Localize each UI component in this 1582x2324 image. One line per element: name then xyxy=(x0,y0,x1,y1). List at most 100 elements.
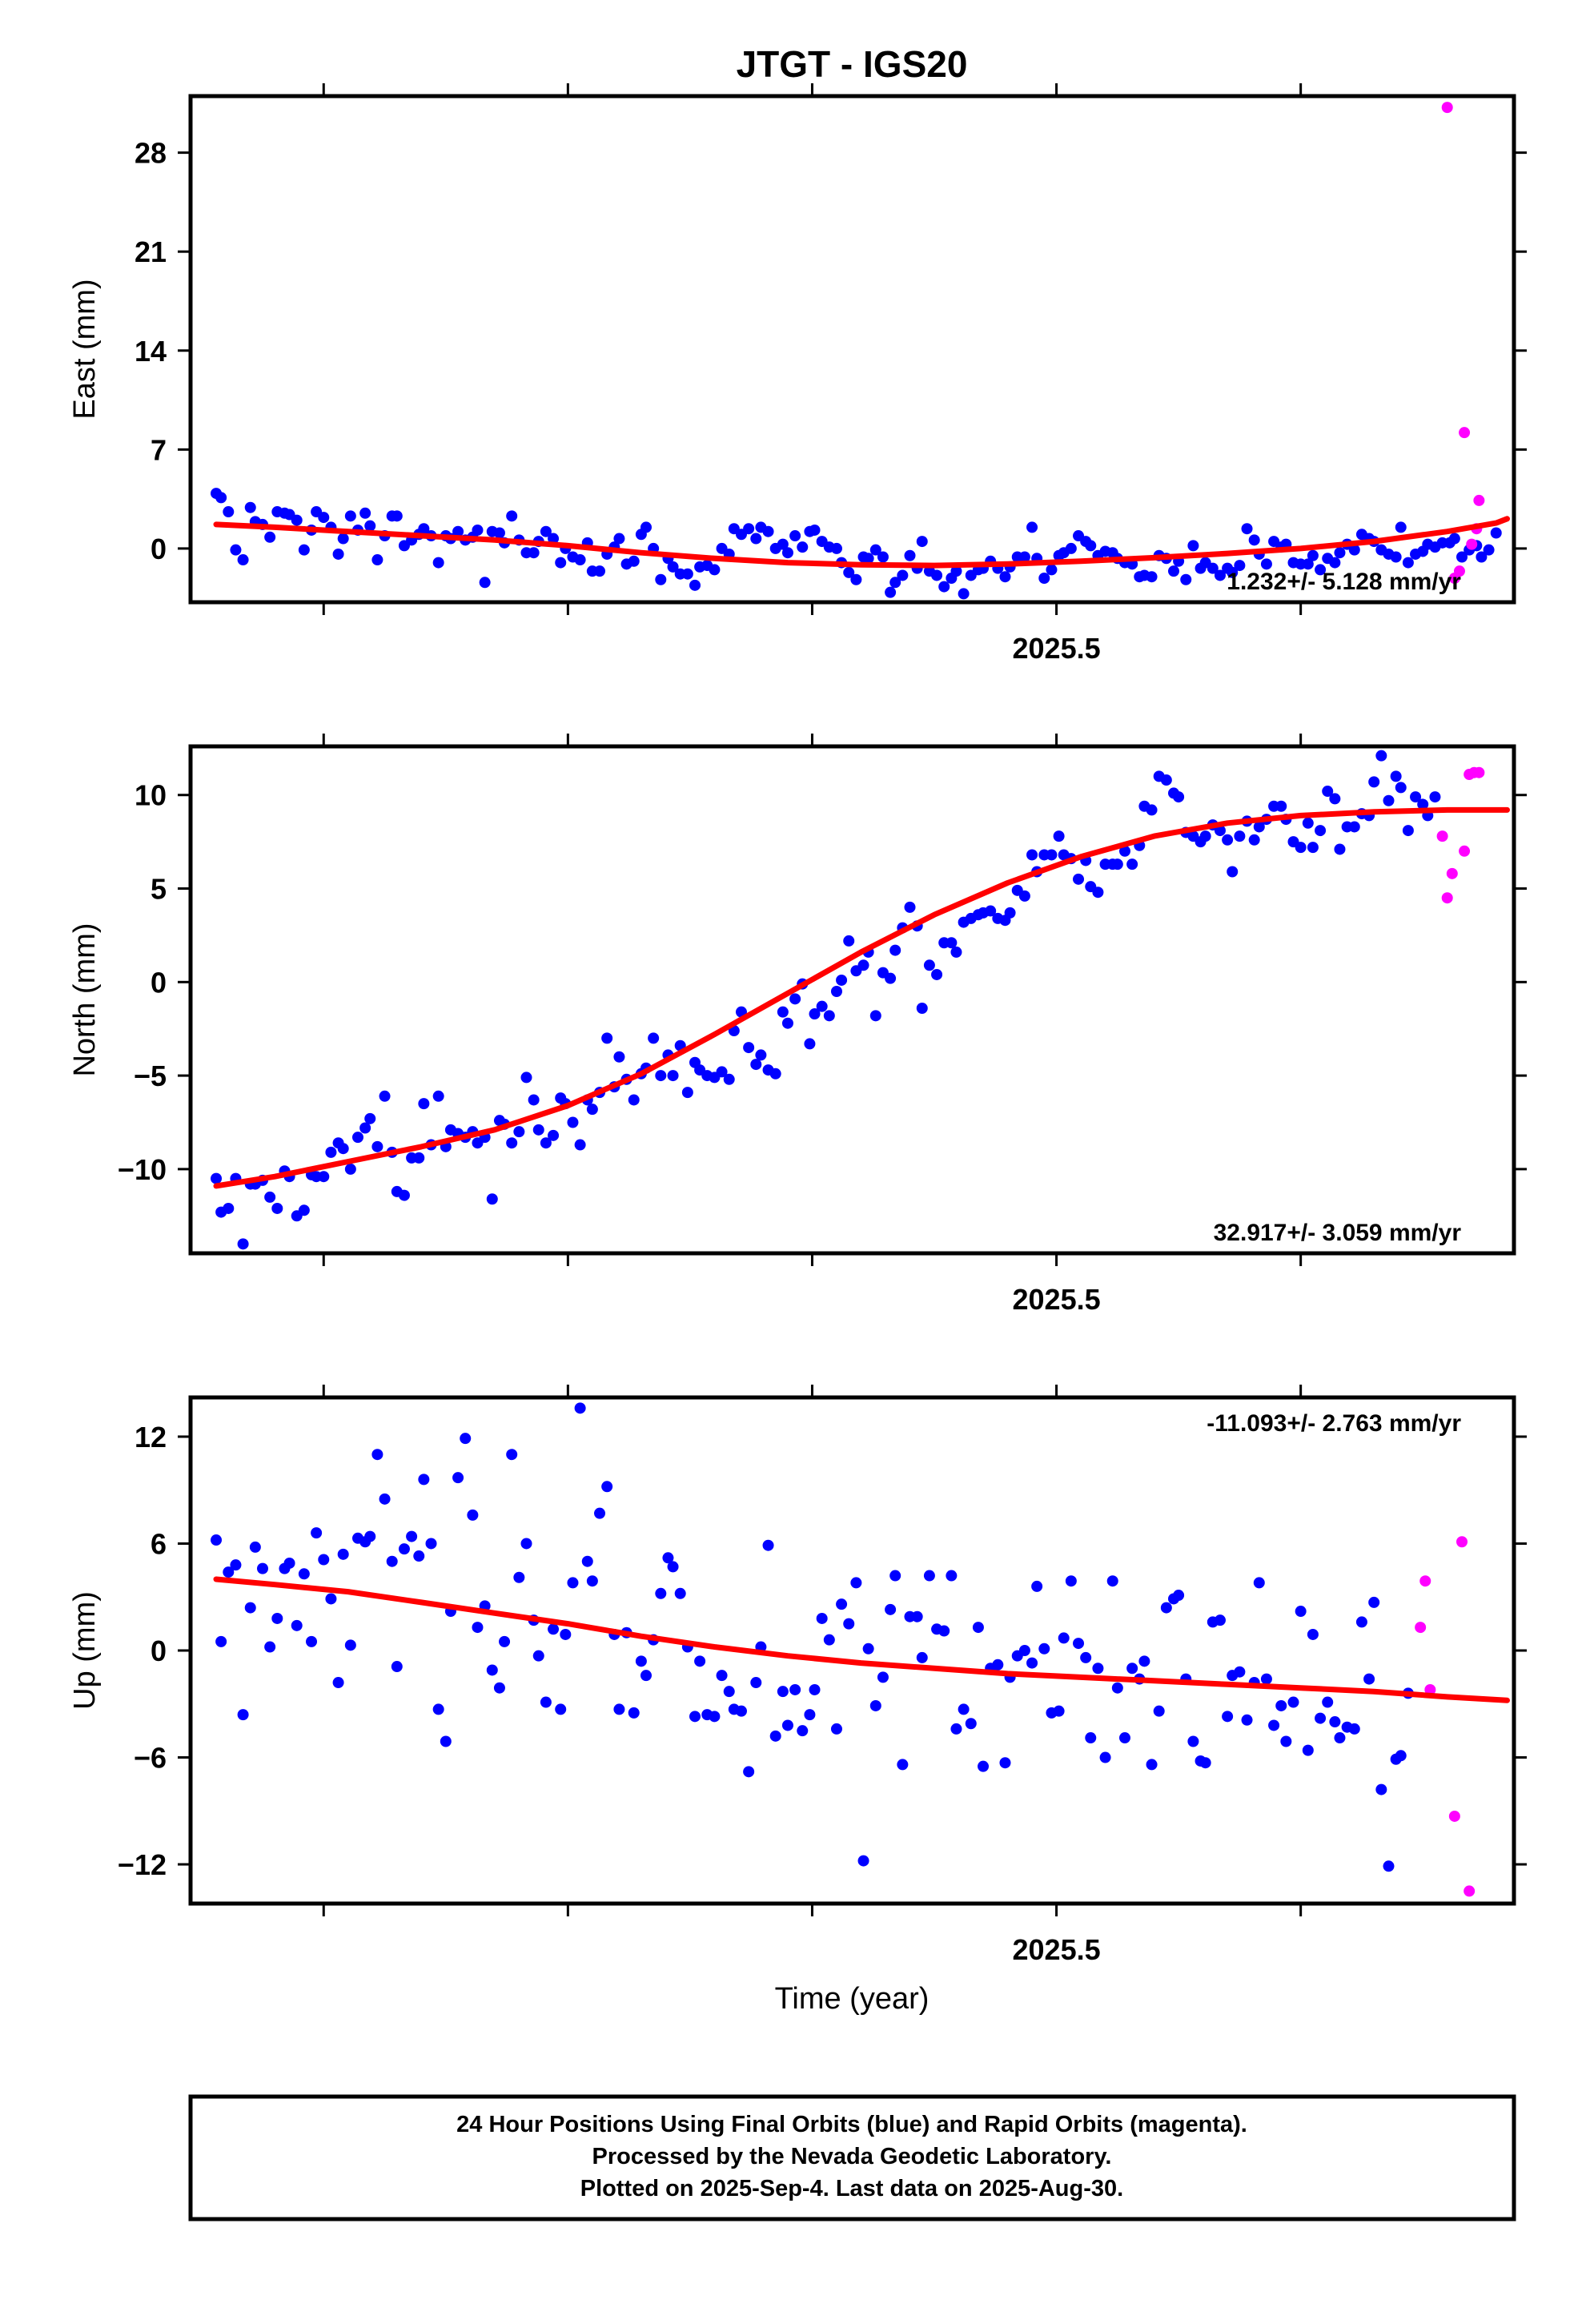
up-final-point xyxy=(1126,1663,1138,1675)
north-final-point xyxy=(1222,834,1234,846)
east-final-point xyxy=(1260,558,1272,570)
east-final-point xyxy=(850,573,862,585)
north-final-point xyxy=(750,1059,762,1071)
up-final-point xyxy=(398,1543,410,1555)
north-final-point xyxy=(1348,821,1360,833)
up-final-point xyxy=(1315,1712,1327,1724)
east-final-point xyxy=(1085,540,1097,552)
east-rapid-point xyxy=(1473,494,1485,506)
north-final-point xyxy=(1253,821,1265,833)
up-model-curve xyxy=(213,1576,1510,1703)
north-final-point xyxy=(869,1010,881,1022)
east-final-point xyxy=(743,523,755,535)
up-final-point xyxy=(804,1709,816,1721)
up-final-point xyxy=(613,1703,625,1715)
north-rate-label: 32.917+/- 3.059 mm/yr xyxy=(1214,1220,1462,1246)
north-final-point xyxy=(816,1000,828,1012)
north-final-point xyxy=(681,1087,693,1099)
east-panel: 0 7 14 21 28 2025.5 East (mm) 1.232+/- 5.128 mm… xyxy=(68,83,1527,665)
north-final-point xyxy=(1111,858,1123,870)
up-final-point xyxy=(499,1635,511,1647)
up-final-point xyxy=(581,1555,593,1567)
north-final-point xyxy=(506,1137,518,1149)
up-final-point xyxy=(1260,1673,1272,1685)
east-final-point xyxy=(1329,557,1341,569)
up-final-point xyxy=(781,1719,793,1731)
east-final-point xyxy=(1402,557,1414,569)
up-final-point xyxy=(311,1527,323,1539)
up-final-point xyxy=(769,1730,781,1742)
north-final-point xyxy=(667,1070,679,1082)
up-final-point xyxy=(1026,1657,1038,1669)
north-final-point xyxy=(237,1238,249,1250)
up-final-point xyxy=(823,1634,835,1646)
east-final-point xyxy=(1483,544,1495,556)
up-final-point xyxy=(594,1507,606,1519)
up-final-point xyxy=(1053,1705,1065,1717)
up-frame xyxy=(188,1395,1516,1906)
north-final-point xyxy=(1275,800,1287,812)
north-final-point xyxy=(1410,791,1422,803)
north-panel: −10 −5 0 5 10 2025.5 North (mm) 32.917+/- 3.059… xyxy=(68,734,1527,1316)
up-final-point xyxy=(950,1723,962,1735)
east-final-point xyxy=(298,544,310,556)
north-final-point xyxy=(1026,849,1038,861)
east-final-point xyxy=(681,568,693,580)
chart-title: JTGT - IGS20 xyxy=(737,43,968,85)
up-final-point xyxy=(667,1561,679,1573)
east-final-point xyxy=(789,530,801,542)
east-final-point xyxy=(1395,521,1407,533)
north-final-point xyxy=(755,1049,767,1061)
east-final-point xyxy=(1180,573,1192,585)
up-final-point xyxy=(1118,1732,1130,1744)
up-final-point xyxy=(862,1642,874,1655)
up-rapid-point xyxy=(1419,1575,1431,1587)
north-final-point xyxy=(1329,793,1341,805)
north-final-point xyxy=(1214,825,1226,837)
east-final-point xyxy=(628,555,640,567)
north-final-point xyxy=(1118,845,1130,857)
up-final-point xyxy=(797,1725,809,1737)
east-final-point xyxy=(432,557,444,569)
up-final-point xyxy=(916,1651,928,1663)
up-final-point xyxy=(1368,1596,1380,1608)
east-final-point xyxy=(594,565,606,577)
up-rapid-point xyxy=(1456,1536,1468,1548)
up-final-point xyxy=(1099,1751,1111,1763)
up-rate-label: -11.093+/- 2.763 mm/yr xyxy=(1207,1410,1461,1437)
up-final-point xyxy=(555,1703,567,1715)
north-final-point xyxy=(1334,843,1346,855)
east-final-point xyxy=(689,579,701,591)
east-final-point xyxy=(1490,527,1502,539)
up-final-point xyxy=(735,1705,747,1717)
north-frame xyxy=(188,744,1516,1256)
east-final-point xyxy=(904,549,916,561)
east-final-point xyxy=(555,557,567,569)
up-final-point xyxy=(1234,1666,1246,1678)
east-final-point xyxy=(364,520,376,532)
up-final-point xyxy=(379,1493,391,1505)
up-final-point xyxy=(506,1449,518,1461)
north-final-point xyxy=(836,974,848,986)
up-final-point xyxy=(298,1568,310,1580)
north-final-point xyxy=(211,1172,223,1184)
north-final-point xyxy=(1390,770,1402,782)
up-xtick-label-0: 2025.5 xyxy=(1013,1933,1101,1966)
east-final-point xyxy=(1187,540,1199,552)
up-final-point xyxy=(1280,1735,1292,1747)
north-final-point xyxy=(1092,887,1104,899)
north-final-point xyxy=(371,1140,383,1152)
north-final-point xyxy=(1126,858,1138,870)
up-final-point xyxy=(978,1760,990,1772)
up-final-point xyxy=(467,1509,479,1521)
east-final-point xyxy=(613,533,625,545)
east-final-point xyxy=(931,569,943,581)
x-axis-label: Time (year) xyxy=(775,1982,930,2016)
up-final-point xyxy=(1355,1616,1367,1628)
up-final-point xyxy=(911,1610,923,1622)
east-final-point xyxy=(797,541,809,553)
up-final-point xyxy=(237,1709,249,1721)
east-ytick-label-2: 14 xyxy=(135,335,167,368)
north-final-point xyxy=(628,1094,640,1106)
east-final-point xyxy=(1448,533,1460,545)
